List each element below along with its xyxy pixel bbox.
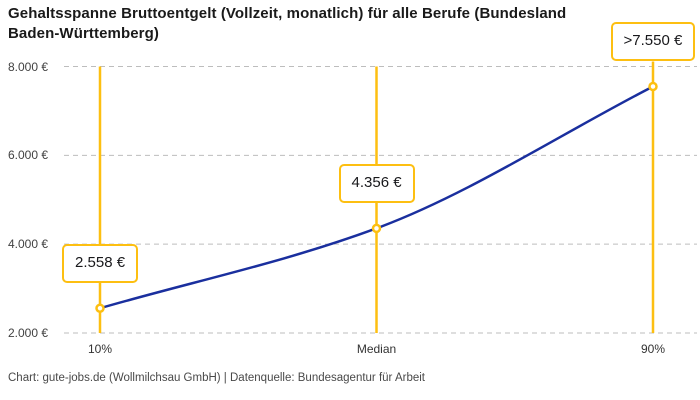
chart-title-line1: Gehaltsspanne Bruttoentgelt (Vollzeit, m… <box>8 5 567 22</box>
point-marker-Median <box>371 223 382 234</box>
chart-title-line2: Baden-Württemberg) <box>8 25 159 42</box>
value-label-90%: >7.550 € <box>610 22 696 62</box>
x-axis-tick-label-Median: Median <box>356 342 397 356</box>
value-label-Median: 4.356 € <box>338 164 415 204</box>
chart-attribution: Chart: gute-jobs.de (Wollmilchsau GmbH) … <box>8 372 425 384</box>
y-axis-tick-label: 2.000 € <box>8 326 49 340</box>
value-label-10%: 2.558 € <box>62 244 139 284</box>
x-axis-tick-label-10%: 10% <box>87 342 113 356</box>
chart-title: Gehaltsspanne Bruttoentgelt (Vollzeit, m… <box>8 4 668 44</box>
point-marker-90% <box>648 81 658 92</box>
y-axis-tick-label: 8.000 € <box>8 59 49 74</box>
y-axis-tick-label: 4.000 € <box>8 237 49 252</box>
point-marker-10% <box>95 303 105 313</box>
x-axis-tick-label-90%: 90% <box>640 342 666 356</box>
y-axis-tick-label: 6.000 € <box>8 148 49 163</box>
